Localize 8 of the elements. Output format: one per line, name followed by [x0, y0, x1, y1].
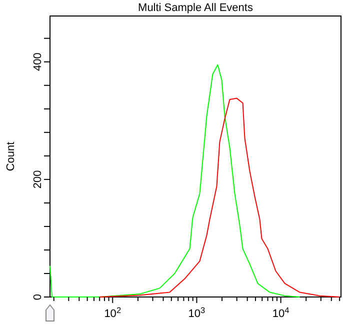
y-tick-label: 0 [32, 294, 44, 300]
x-tick-label: 10$^{2}$ [104, 306, 122, 320]
x-tick-label: 10$^{4}$ [272, 306, 290, 320]
x-tick-label: 10$^{3}$ [188, 306, 206, 320]
y-tick-label: 200 [32, 170, 44, 189]
y-axis-title: Count [5, 142, 17, 172]
y-tick-label: 400 [32, 52, 44, 72]
chart-title: Multi Sample All Events [138, 2, 254, 14]
